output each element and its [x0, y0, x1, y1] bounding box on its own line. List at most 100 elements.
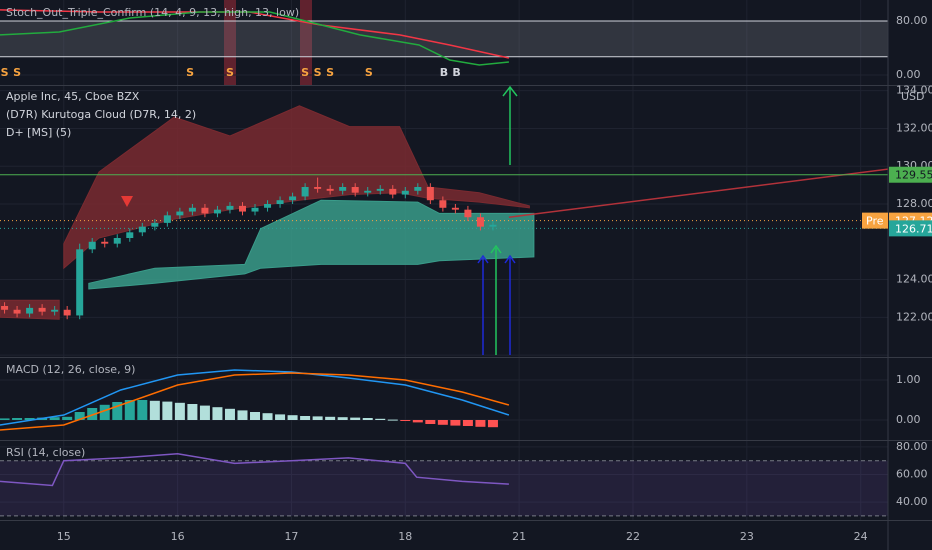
candle-body	[276, 200, 284, 204]
candle-body	[451, 207, 459, 210]
candle-body	[264, 204, 272, 208]
cloud	[88, 199, 535, 290]
band	[0, 460, 888, 516]
candle-body	[163, 215, 171, 223]
candle-body	[138, 226, 146, 233]
candle-body	[289, 196, 297, 201]
arrow-head	[504, 254, 516, 264]
candle-body	[364, 190, 372, 193]
histogram-bar	[199, 405, 210, 420]
histogram-bar	[337, 417, 348, 420]
pane-title: RSI (14, close)	[6, 446, 85, 459]
rsi-pane: RSI (14, close)	[0, 440, 888, 520]
candle-body	[101, 241, 109, 244]
x-tick-label: 21	[512, 530, 526, 543]
candle-body	[439, 200, 447, 208]
histogram-bar	[174, 402, 185, 420]
candle-body	[426, 187, 434, 201]
candle-body	[464, 209, 472, 218]
candle-body	[301, 187, 309, 197]
y-tick-label: 80.00	[896, 440, 928, 453]
candle-body	[389, 188, 397, 195]
candle-body	[351, 187, 359, 193]
y-tick-label: 0.00	[896, 68, 921, 81]
signal-label: B	[440, 66, 448, 79]
histogram-bar	[287, 415, 298, 420]
series-line	[0, 453, 509, 487]
signal-label: S	[1, 66, 9, 79]
candle-body	[113, 238, 121, 244]
x-tick-label: 15	[57, 530, 71, 543]
signal-label: S	[314, 66, 322, 79]
histogram-bar	[224, 408, 235, 420]
signal-label: S	[13, 66, 21, 79]
y-tick-label: 122.00	[896, 310, 932, 323]
candle-body	[339, 187, 347, 191]
histogram-bar	[437, 420, 448, 425]
x-tick-label: 23	[740, 530, 754, 543]
histogram-bar	[300, 416, 311, 420]
histogram-bar	[375, 418, 386, 420]
signal-label: S	[301, 66, 309, 79]
x-tick-label: 24	[854, 530, 868, 543]
histogram-bar	[400, 420, 411, 421]
histogram-bar	[487, 420, 498, 428]
candle-body	[376, 188, 384, 191]
price-tag-label: 129.55	[895, 169, 932, 182]
candle-body	[414, 187, 422, 191]
candle-body	[1, 306, 9, 310]
candle-body	[226, 205, 234, 210]
series-line	[0, 11, 509, 66]
y-tick-label: 132.00	[896, 121, 932, 134]
signal-label: S	[186, 66, 194, 79]
arrow-head	[502, 85, 518, 97]
candle-body	[38, 307, 46, 312]
price-tag-label: 126.71	[895, 222, 932, 235]
histogram-bar	[212, 407, 223, 420]
histogram-bar	[74, 412, 85, 420]
price-tag	[889, 166, 932, 183]
price-tag-prefix	[862, 212, 888, 229]
histogram-bar	[325, 416, 336, 420]
arrow-head	[490, 244, 502, 254]
candle-body	[238, 205, 246, 212]
histogram-bar	[362, 418, 373, 420]
candle-body	[63, 309, 71, 316]
histogram-bar	[162, 401, 173, 420]
candle-body	[251, 207, 259, 212]
indicator-label: (D7R) Kurutoga Cloud (D7R, 14, 2)	[6, 108, 196, 121]
title: Apple Inc, 45, Cboe BZX	[6, 90, 140, 103]
band	[0, 20, 888, 57]
candle-body	[76, 249, 84, 316]
price-pane: Apple Inc, 45, Cboe BZX (D7R) Kurutoga Cl…	[0, 85, 888, 357]
histogram-bar	[99, 404, 110, 420]
candle-body	[126, 232, 134, 238]
cloud	[63, 105, 530, 270]
histogram-bar	[24, 418, 35, 420]
pane-title: MACD (12, 26, close, 9)	[6, 363, 135, 376]
indicator-label: D+ [MS] (5)	[6, 126, 71, 139]
histogram-bar	[237, 410, 248, 420]
series-line	[0, 372, 510, 431]
x-tick-label: 18	[398, 530, 412, 543]
candle-body	[326, 188, 334, 191]
y-tick-label: 40.00	[896, 495, 928, 508]
candle-body	[489, 224, 497, 227]
candle-body	[201, 207, 209, 214]
y-tick-label: 134.00	[896, 84, 932, 97]
candle-body	[26, 307, 34, 314]
signal-label: S	[226, 66, 234, 79]
histogram-bar	[350, 417, 361, 420]
signal-triangle	[121, 196, 133, 207]
macd-pane: MACD (12, 26, close, 9)	[0, 357, 888, 440]
y-tick-label: 0.00	[896, 413, 921, 426]
histogram-bar	[425, 420, 436, 424]
histogram-bar	[87, 408, 98, 420]
histogram-bar	[462, 420, 473, 426]
signal-label: B	[452, 66, 460, 79]
candle-body	[213, 209, 221, 214]
histogram-bar	[137, 400, 148, 420]
histogram-bar	[124, 400, 135, 420]
